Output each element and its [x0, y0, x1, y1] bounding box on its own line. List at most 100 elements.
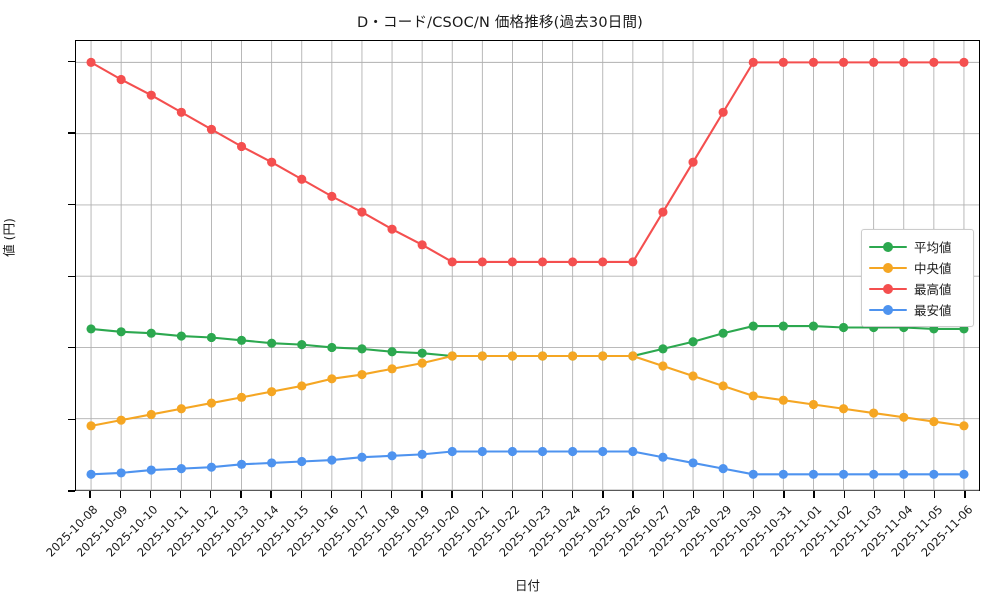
data-point [959, 421, 969, 431]
data-point [748, 469, 758, 479]
data-point [86, 57, 96, 67]
data-point [176, 107, 186, 117]
x-tick-mark [783, 491, 785, 498]
data-point [297, 174, 307, 184]
data-point [447, 351, 457, 361]
data-point [327, 191, 337, 201]
data-point [959, 469, 969, 479]
data-point [507, 351, 518, 361]
data-point [146, 465, 156, 475]
data-point [357, 452, 367, 462]
x-tick-mark [873, 491, 875, 498]
legend-swatch-icon [869, 303, 907, 317]
legend-item-3[interactable]: 最安値 [869, 299, 965, 320]
x-tick-mark [179, 491, 182, 498]
data-point [838, 404, 849, 414]
data-point [568, 257, 578, 267]
data-point [808, 321, 819, 331]
data-point [327, 455, 337, 465]
plot-area [75, 40, 980, 491]
data-point [357, 207, 367, 217]
data-point [387, 364, 397, 374]
data-point [929, 57, 939, 67]
legend-label: 最高値 [914, 282, 952, 297]
x-tick-mark [572, 491, 574, 498]
data-point [357, 369, 367, 380]
x-tick-mark [119, 491, 121, 498]
data-point [748, 391, 758, 401]
data-point [387, 224, 397, 234]
data-point [688, 371, 698, 381]
y-tick-mark [68, 490, 75, 492]
data-point [417, 240, 427, 250]
data-point [808, 469, 819, 479]
grid-lines [76, 41, 979, 491]
data-point [116, 74, 126, 85]
data-point [688, 458, 698, 468]
data-point [447, 257, 457, 267]
data-point [387, 347, 397, 357]
x-tick-mark [511, 491, 513, 498]
data-point [477, 351, 487, 361]
legend-item-1[interactable]: 中央値 [869, 257, 965, 278]
data-point [537, 446, 548, 457]
data-point [838, 57, 849, 67]
legend-item-0[interactable]: 平均値 [869, 236, 965, 257]
data-point [598, 351, 608, 361]
x-tick-mark [300, 491, 302, 498]
data-point [507, 446, 518, 457]
data-point [417, 348, 427, 358]
data-point [537, 351, 548, 361]
x-tick-mark [903, 491, 906, 498]
data-point [206, 124, 217, 134]
legend-swatch-icon [869, 240, 907, 254]
data-point [236, 141, 247, 152]
data-point [598, 257, 608, 267]
data-point [327, 374, 337, 384]
chart-legend: 平均値 中央値最高値最安値 [861, 229, 974, 327]
data-point [116, 415, 126, 425]
data-series-layer [86, 57, 969, 479]
series-line-2 [90, 61, 965, 263]
data-point [86, 324, 96, 334]
data-point [297, 456, 307, 467]
data-point [778, 321, 788, 331]
data-point [357, 344, 367, 354]
data-point [959, 57, 969, 67]
data-point [778, 395, 788, 405]
data-point [778, 469, 788, 479]
x-tick-mark [391, 491, 393, 498]
data-point [146, 90, 156, 100]
data-point [116, 468, 126, 478]
data-point [838, 469, 849, 479]
legend-label: 最安値 [914, 303, 952, 318]
data-point [838, 322, 849, 333]
data-point [718, 107, 728, 117]
x-tick-mark [692, 491, 694, 498]
x-tick-mark [240, 491, 242, 498]
data-point [628, 351, 638, 361]
data-point [778, 57, 788, 67]
series-line-0 [90, 325, 965, 358]
x-tick-mark [421, 491, 423, 498]
data-point [658, 452, 668, 462]
x-tick-mark [330, 491, 332, 498]
data-point [718, 381, 728, 391]
x-tick-mark [753, 491, 755, 498]
y-tick-mark [68, 60, 75, 63]
legend-swatch-icon [869, 282, 907, 296]
series-line-3 [90, 450, 965, 476]
data-point [477, 446, 487, 457]
x-tick-mark [149, 491, 151, 498]
data-point [387, 451, 397, 461]
x-tick-mark [934, 491, 936, 498]
y-tick-mark [68, 204, 75, 206]
legend-item-2[interactable]: 最高値 [869, 278, 965, 299]
data-point [86, 421, 96, 431]
data-point [658, 344, 668, 354]
x-tick-mark [481, 491, 483, 498]
legend-swatch-icon [869, 261, 907, 275]
x-tick-mark [270, 491, 272, 498]
data-point [748, 321, 758, 331]
data-point [507, 257, 518, 267]
